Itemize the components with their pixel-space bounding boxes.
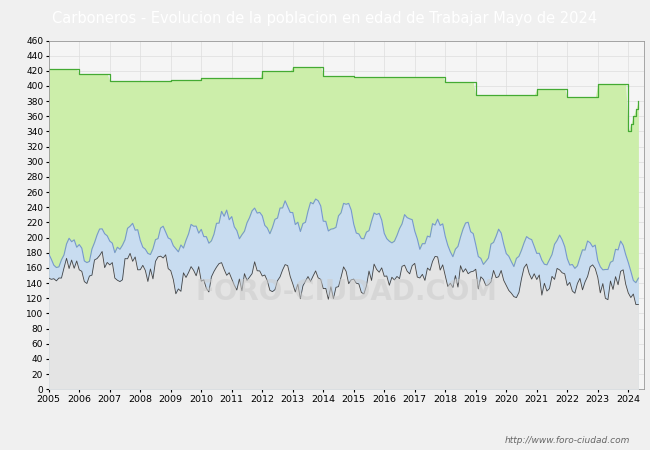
Text: http://www.foro-ciudad.com: http://www.foro-ciudad.com [505, 436, 630, 445]
Text: FORO-CIUDAD.COM: FORO-CIUDAD.COM [195, 278, 497, 306]
Text: Carboneros - Evolucion de la poblacion en edad de Trabajar Mayo de 2024: Carboneros - Evolucion de la poblacion e… [53, 11, 597, 26]
